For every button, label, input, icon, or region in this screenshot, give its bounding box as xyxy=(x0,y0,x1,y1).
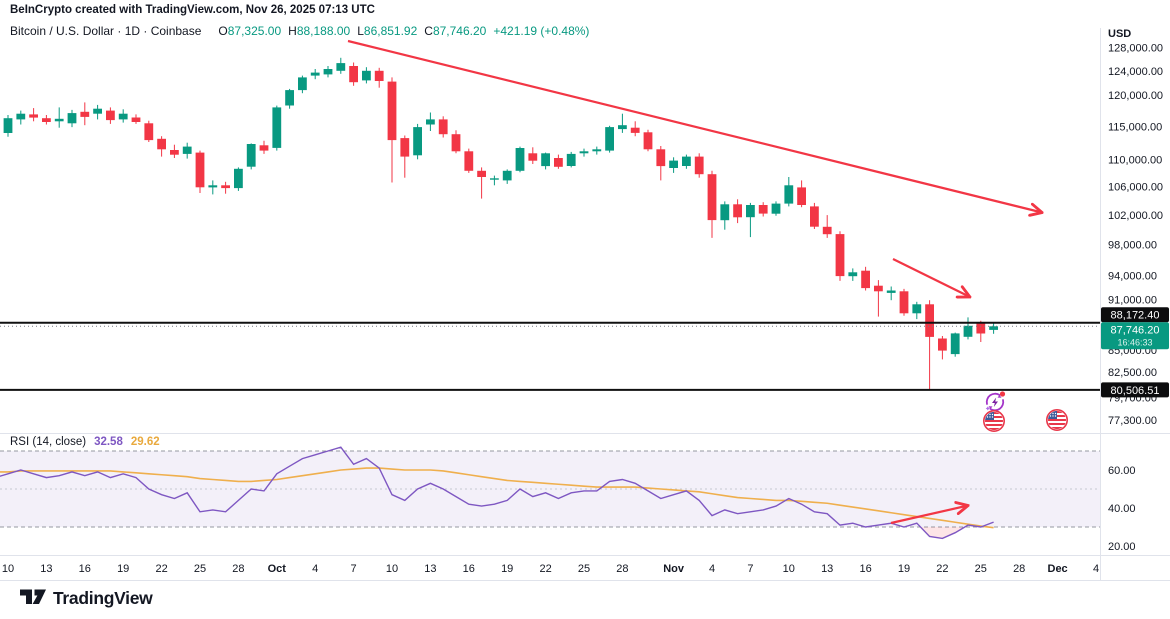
svg-text:22: 22 xyxy=(155,563,167,575)
svg-text:7: 7 xyxy=(351,563,357,575)
svg-text:25: 25 xyxy=(194,563,206,575)
resistance-price-badge: 88,172.40 xyxy=(1101,307,1169,323)
svg-text:13: 13 xyxy=(40,563,52,575)
svg-text:115,000.00: 115,000.00 xyxy=(1108,122,1162,134)
svg-text:106,000.00: 106,000.00 xyxy=(1108,182,1163,194)
rsi-band xyxy=(0,450,1100,528)
svg-text:20.00: 20.00 xyxy=(1108,541,1136,553)
svg-text:10: 10 xyxy=(386,563,398,575)
svg-text:82,500.00: 82,500.00 xyxy=(1108,367,1157,379)
svg-text:94,000.00: 94,000.00 xyxy=(1108,270,1157,282)
svg-text:124,000.00: 124,000.00 xyxy=(1108,66,1163,78)
rsi-line xyxy=(0,446,994,540)
open-value: 87,325.00 xyxy=(227,24,282,38)
symbol-title: Bitcoin / U.S. Dollar · 1D · Coinbase xyxy=(10,24,202,38)
rsi-value: 32.58 xyxy=(94,436,123,448)
attribution-text: BeInCrypto created with TradingView.com,… xyxy=(10,4,375,16)
svg-text:102,000.00: 102,000.00 xyxy=(1108,210,1163,222)
svg-text:13: 13 xyxy=(821,563,833,575)
support-price-badge: 80,506.51 xyxy=(1101,382,1169,398)
rsi-label: RSI (14, close) xyxy=(10,436,87,448)
rsi-legend: RSI (14, close) 32.58 29.62 xyxy=(10,436,160,448)
tradingview-logo-text: TradingView xyxy=(53,588,153,608)
us-flag-event-icon[interactable] xyxy=(1046,409,1068,431)
svg-text:88,172.40: 88,172.40 xyxy=(1111,310,1160,322)
svg-text:25: 25 xyxy=(578,563,590,575)
svg-text:10: 10 xyxy=(2,563,14,575)
low-label: L xyxy=(357,24,364,38)
svg-text:19: 19 xyxy=(898,563,910,575)
svg-text:16:46:33: 16:46:33 xyxy=(1117,337,1152,347)
rsi-oversold-fill xyxy=(865,527,981,539)
last-price-badge: 87,746.20 16:46:33 xyxy=(1101,322,1169,350)
svg-text:Oct: Oct xyxy=(268,563,287,575)
rsi-ma-line xyxy=(0,467,994,529)
svg-text:Dec: Dec xyxy=(1048,563,1068,575)
svg-text:16: 16 xyxy=(463,563,475,575)
svg-text:128,000.00: 128,000.00 xyxy=(1108,42,1163,54)
svg-text:87,746.20: 87,746.20 xyxy=(1111,324,1160,336)
svg-text:10: 10 xyxy=(783,563,795,575)
svg-text:25: 25 xyxy=(975,563,987,575)
symbol-legend: Bitcoin / U.S. Dollar · 1D · Coinbase O … xyxy=(10,24,589,38)
svg-text:40.00: 40.00 xyxy=(1108,503,1136,515)
svg-text:4: 4 xyxy=(709,563,715,575)
close-value: 87,746.20 xyxy=(432,24,487,38)
svg-text:98,000.00: 98,000.00 xyxy=(1108,240,1157,252)
pane-separators xyxy=(0,28,1170,581)
high-label: H xyxy=(288,24,297,38)
tradingview-logo-icon xyxy=(18,585,46,612)
price-axis[interactable]: 128,000.00 124,000.00 120,000.00 115,000.00… xyxy=(1108,42,1163,427)
svg-text:120,000.00: 120,000.00 xyxy=(1108,90,1163,102)
tradingview-logo[interactable]: TradingView xyxy=(18,585,153,612)
svg-text:22: 22 xyxy=(539,563,551,575)
time-axis[interactable]: 10 13 16 19 22 25 28 Oct 4 7 10 13 16 19 22 25 28 Nov 4 7 10… xyxy=(2,563,1099,575)
svg-text:77,300.00: 77,300.00 xyxy=(1108,415,1157,427)
svg-text:Nov: Nov xyxy=(663,563,685,575)
rsi-axis[interactable]: 60.00 40.00 20.00 xyxy=(1108,465,1136,553)
svg-text:13: 13 xyxy=(424,563,436,575)
svg-text:19: 19 xyxy=(117,563,129,575)
candlestick-series xyxy=(3,57,998,390)
svg-text:80,506.51: 80,506.51 xyxy=(1111,385,1160,397)
momentum-arrow[interactable] xyxy=(892,258,968,296)
svg-text:19: 19 xyxy=(501,563,513,575)
open-label: O xyxy=(218,24,228,38)
close-label: C xyxy=(424,24,433,38)
rsi-arrow[interactable] xyxy=(890,506,966,525)
svg-text:7: 7 xyxy=(747,563,753,575)
svg-text:60.00: 60.00 xyxy=(1108,465,1136,477)
high-value: 88,188.00 xyxy=(296,24,351,38)
svg-text:28: 28 xyxy=(616,563,628,575)
svg-text:16: 16 xyxy=(859,563,871,575)
svg-text:22: 22 xyxy=(936,563,948,575)
svg-text:91,000.00: 91,000.00 xyxy=(1108,294,1157,306)
price-axis-currency: USD xyxy=(1108,28,1132,40)
svg-text:28: 28 xyxy=(232,563,244,575)
low-value: 86,851.92 xyxy=(363,24,418,38)
svg-text:4: 4 xyxy=(1093,563,1099,575)
svg-text:110,000.00: 110,000.00 xyxy=(1108,154,1162,166)
us-flag-event-icon[interactable] xyxy=(983,410,1005,432)
trendline-arrow[interactable] xyxy=(347,39,1040,212)
svg-text:16: 16 xyxy=(79,563,91,575)
svg-text:28: 28 xyxy=(1013,563,1025,575)
rsi-ma-value: 29.62 xyxy=(130,436,160,448)
svg-text:4: 4 xyxy=(312,563,318,575)
economic-event-refresh-icon[interactable] xyxy=(985,391,1006,412)
change-value: +421.19 (+0.48%) xyxy=(493,24,590,38)
